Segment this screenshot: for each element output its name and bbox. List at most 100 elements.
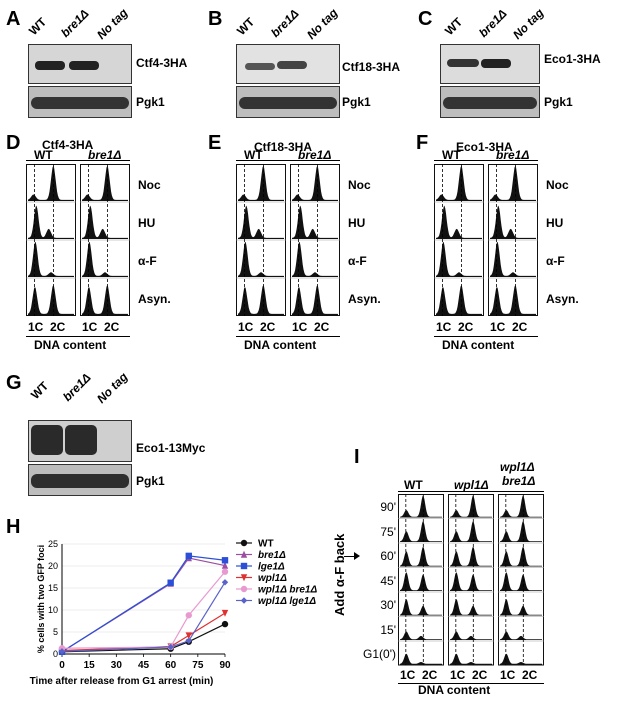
- lane-label-bre1: bre1Δ: [268, 6, 302, 41]
- blot-eco1-13myc: [28, 420, 132, 462]
- flow-col-label: WT: [404, 478, 423, 492]
- arrow-icon: [354, 552, 360, 560]
- flow-histogram: [26, 277, 76, 315]
- panel-label-b: B: [208, 8, 223, 30]
- x-axis-label: DNA content: [418, 682, 491, 697]
- flow-histogram: [398, 567, 444, 591]
- flow-histogram: [500, 495, 542, 518]
- line-chart: 0 5 10 15 20 25 0 15 30 45 60 75 90 Time after releas…: [30, 539, 318, 688]
- flow-col-label: WT: [34, 148, 53, 162]
- x-tick-label: 2C: [512, 320, 528, 334]
- flow-histogram-column: [498, 494, 544, 666]
- condition-label: Noc: [138, 178, 161, 192]
- x-tick-label: 2C: [522, 667, 538, 682]
- series-path: [61, 557, 226, 653]
- blot-ctf4: [28, 44, 132, 84]
- flow-histogram: [236, 277, 286, 315]
- panel-label-g: G: [6, 372, 22, 394]
- x-tick-label: 2C: [314, 320, 330, 334]
- flow-histogram: [498, 518, 544, 542]
- x-axis-label: DNA content: [442, 338, 515, 352]
- flow-col-label: bre1Δ: [496, 148, 530, 162]
- flow-col-label: WT: [442, 148, 461, 162]
- band-label-pgk1-a: Pgk1: [136, 95, 165, 109]
- arrow-line: [344, 556, 358, 557]
- blot-pgk1-g: [28, 464, 132, 496]
- flow-histogram: [436, 165, 482, 201]
- panel-label-f: F: [416, 132, 429, 154]
- x-tick-label: 2C: [50, 320, 66, 334]
- legend-label: WT: [258, 539, 274, 550]
- condition-label: Noc: [348, 178, 371, 192]
- legend-entry: WT: [236, 539, 274, 550]
- series-path: [61, 581, 226, 652]
- condition-label: α-F: [348, 254, 367, 268]
- band-label-pgk1-c: Pgk1: [544, 95, 573, 109]
- series-path: [61, 623, 226, 653]
- axis-rule: [434, 336, 538, 337]
- flow-histogram: [450, 495, 492, 518]
- band-label-eco1: Eco1-3HA: [544, 52, 601, 66]
- data-point: [185, 632, 192, 640]
- flow-histogram: [434, 277, 484, 315]
- lane-label-wt: WT: [234, 14, 258, 38]
- axis-rule: [26, 336, 130, 337]
- condition-label: Noc: [546, 178, 569, 192]
- legend-entry: wpl1Δ: [236, 573, 287, 584]
- time-label: 30': [380, 598, 396, 612]
- condition-label: Asyn.: [546, 292, 579, 306]
- x-tick-label: 1C: [400, 667, 416, 682]
- lane-label-wt: WT: [26, 14, 50, 38]
- flow-title-d: Ctf4-3HA: [42, 138, 94, 152]
- time-label: 90': [380, 500, 396, 514]
- y-axis-label: % cells with two GFP foci: [36, 545, 46, 653]
- y-tick-label: 20: [48, 561, 58, 571]
- flow-histogram: [290, 277, 340, 315]
- x-tick-label: 2C: [260, 320, 276, 334]
- series-line: [58, 579, 229, 655]
- lane-label-bre1: bre1Δ: [60, 370, 94, 404]
- flow-histogram: [238, 165, 284, 201]
- legend-entry: wpl1Δ lge1Δ: [236, 596, 316, 607]
- panel-label-d: D: [6, 132, 21, 154]
- x-tick-label: 1C: [490, 320, 506, 334]
- x-tick-label: 1C: [500, 667, 516, 682]
- series-path: [61, 612, 226, 652]
- data-point: [240, 550, 248, 558]
- time-label: 75': [380, 524, 396, 539]
- flow-histogram: [448, 542, 494, 567]
- x-tick-label: 45: [138, 660, 150, 671]
- flow-col-label: wpl1Δ: [500, 460, 535, 474]
- x-tick-label: 90: [219, 660, 231, 671]
- flow-histogram: [80, 277, 130, 315]
- flow-histogram-column: [448, 494, 494, 666]
- data-point: [240, 574, 248, 582]
- condition-label: Asyn.: [138, 292, 171, 306]
- lane-label-wt: WT: [28, 378, 52, 402]
- flow-title-e: Ctf18-3HA: [254, 140, 313, 154]
- time-label: 45': [380, 573, 396, 588]
- flow-histogram-column: [434, 164, 484, 316]
- panel-label-i: I: [354, 446, 360, 468]
- data-point: [58, 648, 66, 655]
- x-tick-label: 1C: [28, 320, 44, 334]
- y-tick-label: 15: [48, 583, 58, 593]
- time-label: G1(0'): [363, 647, 396, 661]
- lane-label-notag: No tag: [304, 5, 341, 43]
- flow-col-label: bre1Δ: [502, 474, 536, 488]
- x-tick-label: 75: [192, 660, 204, 671]
- legend-entry: wpl1Δ bre1Δ: [236, 585, 317, 596]
- lane-label-bre1: bre1Δ: [476, 6, 510, 41]
- flow-histogram: [448, 567, 494, 591]
- series-path: [61, 555, 226, 653]
- data-point: [221, 561, 229, 569]
- legend-label: wpl1Δ lge1Δ: [258, 596, 316, 607]
- lane-label-notag: No tag: [94, 369, 131, 406]
- data-point: [221, 620, 229, 628]
- header-rule: [236, 160, 340, 161]
- axis-rule: [398, 682, 544, 684]
- x-tick-label: 1C: [238, 320, 254, 334]
- axis-rule: [236, 336, 340, 337]
- header-rule: [26, 160, 130, 161]
- lane-label-bre1: bre1Δ: [58, 6, 92, 41]
